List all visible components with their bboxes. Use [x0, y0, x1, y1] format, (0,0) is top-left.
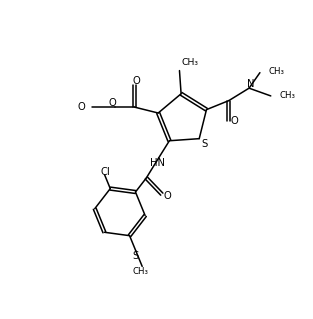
- Text: O: O: [108, 98, 116, 108]
- Text: CH₃: CH₃: [182, 58, 199, 67]
- Text: HN: HN: [150, 158, 165, 168]
- Text: O: O: [78, 102, 85, 112]
- Text: CH₃: CH₃: [269, 67, 285, 76]
- Text: O: O: [231, 116, 238, 126]
- Text: O: O: [163, 191, 171, 201]
- Text: S: S: [133, 251, 139, 261]
- Text: Cl: Cl: [100, 167, 110, 177]
- Text: CH₃: CH₃: [133, 267, 149, 276]
- Text: CH₃: CH₃: [280, 92, 295, 100]
- Text: N: N: [247, 79, 254, 89]
- Text: O: O: [132, 76, 140, 86]
- Text: S: S: [202, 139, 208, 149]
